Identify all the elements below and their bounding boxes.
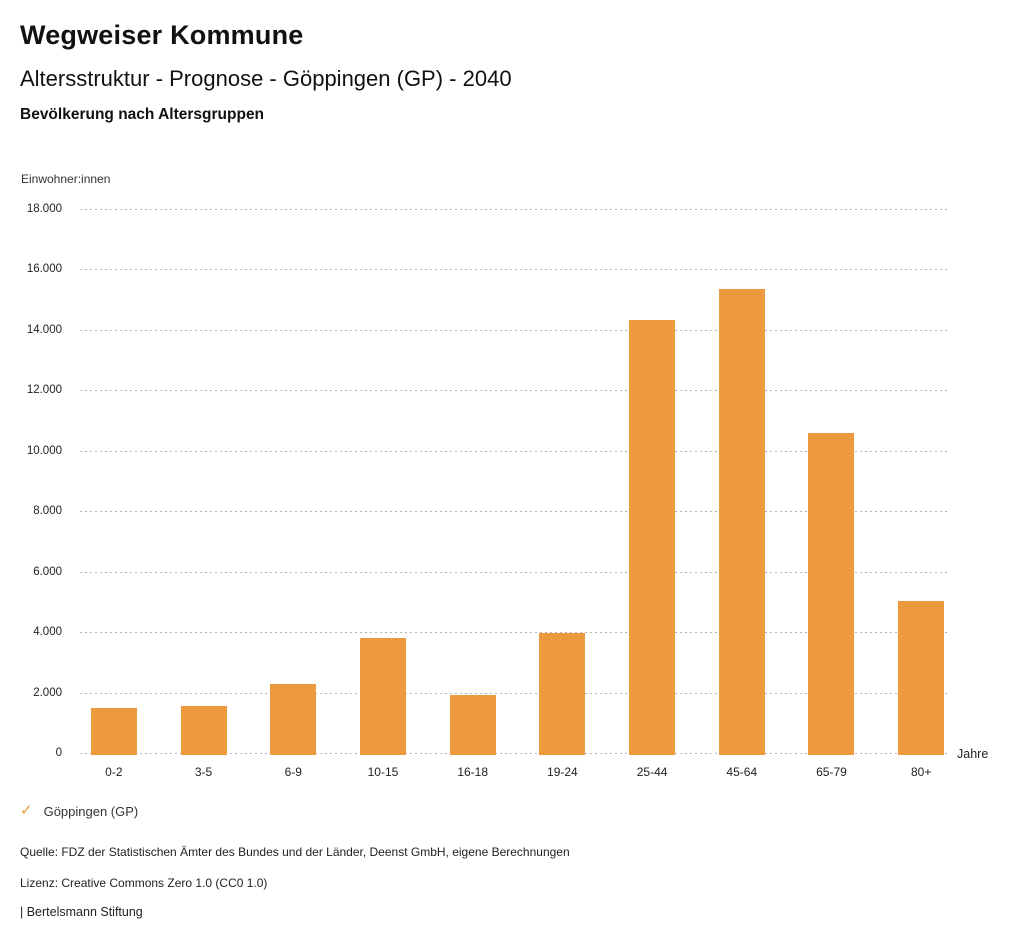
gridline bbox=[80, 571, 948, 573]
bar-45-64[interactable] bbox=[718, 289, 765, 755]
y-axis-tick-label: 18.000 bbox=[26, 203, 62, 215]
check-icon: ✓ bbox=[20, 802, 33, 819]
gridline bbox=[80, 511, 948, 513]
bar-cell bbox=[518, 210, 608, 755]
bar-25-44[interactable] bbox=[629, 319, 676, 755]
gridline bbox=[80, 390, 948, 392]
gridline bbox=[80, 753, 948, 754]
bar-65-79[interactable] bbox=[808, 432, 855, 755]
x-axis-tick-label: 45-64 bbox=[726, 765, 758, 779]
bar-cell bbox=[428, 210, 518, 755]
legend-label: Göppingen (GP) bbox=[43, 803, 139, 819]
gridline bbox=[80, 269, 948, 271]
bars bbox=[69, 210, 966, 755]
chart-heading: Bevölkerung nach Altersgruppen bbox=[20, 106, 265, 123]
y-axis-tick-label: 2.000 bbox=[33, 686, 62, 699]
y-axis-tick-label: 6.000 bbox=[33, 565, 62, 578]
y-axis-tick-label: 0 bbox=[55, 747, 62, 759]
bar-cell bbox=[69, 210, 159, 755]
bar-19-24[interactable] bbox=[539, 633, 586, 755]
source-text: Quelle: FDZ der Statistischen Ämter des … bbox=[20, 845, 570, 859]
bar-cell bbox=[607, 210, 697, 755]
bar-cell bbox=[876, 210, 966, 755]
x-axis-tick-label: 19-24 bbox=[547, 765, 578, 779]
attribution-text: | Bertelsmann Stiftung bbox=[20, 905, 143, 919]
x-tick-labels: 0-2 3-5 6-9 10-15 16-18 19-24 25-44 45-64 65-79 8… bbox=[69, 765, 966, 779]
legend-item[interactable]: ✓ Göppingen (GP) bbox=[20, 803, 138, 819]
y-axis-tick-label: 12.000 bbox=[26, 384, 62, 397]
bar-0-2[interactable] bbox=[90, 708, 137, 755]
gridline bbox=[80, 692, 948, 694]
bar-3-5[interactable] bbox=[180, 705, 227, 755]
x-axis-tick-label: 6-9 bbox=[284, 765, 302, 779]
bar-cell bbox=[248, 210, 338, 755]
gridline bbox=[80, 632, 948, 634]
chart-subtitle: Altersstruktur - Prognose - Göppingen (G… bbox=[20, 66, 512, 91]
y-axis-tick-label: 4.000 bbox=[33, 626, 62, 639]
y-axis-unit-label: Einwohner:innen bbox=[21, 172, 111, 186]
bar-cell bbox=[338, 210, 428, 755]
plot-area bbox=[80, 209, 948, 754]
y-axis-tick-label: 8.000 bbox=[33, 505, 62, 518]
bar-6-9[interactable] bbox=[270, 683, 317, 755]
bar-cell bbox=[159, 210, 249, 755]
x-axis-tick-label: 10-15 bbox=[367, 765, 399, 779]
bar-cell bbox=[697, 210, 787, 755]
bar-10-15[interactable] bbox=[359, 638, 406, 755]
gridline bbox=[80, 450, 948, 452]
x-axis-tick-label: 80+ bbox=[911, 765, 932, 779]
x-axis-tick-label: 3-5 bbox=[194, 765, 213, 779]
bar-cell bbox=[787, 210, 877, 755]
gridline bbox=[80, 209, 948, 210]
gridline bbox=[80, 329, 948, 331]
y-axis-tick-label: 10.000 bbox=[26, 444, 62, 457]
x-axis-tick-label: 0-2 bbox=[105, 765, 123, 779]
x-axis-tick-label: 25-44 bbox=[636, 765, 668, 779]
y-axis-tick-label: 16.000 bbox=[26, 263, 62, 276]
page-title: Wegweiser Kommune bbox=[20, 20, 304, 50]
y-axis-tick-label: 14.000 bbox=[26, 323, 62, 336]
x-axis-tick-label: 16-18 bbox=[457, 765, 489, 779]
x-axis-tick-label: 65-79 bbox=[816, 765, 847, 779]
license-text: Lizenz: Creative Commons Zero 1.0 (CC0 1… bbox=[20, 876, 268, 890]
x-axis-unit-label: Jahre bbox=[957, 747, 989, 761]
bar-80+[interactable] bbox=[898, 601, 945, 755]
bar-16-18[interactable] bbox=[449, 694, 496, 755]
